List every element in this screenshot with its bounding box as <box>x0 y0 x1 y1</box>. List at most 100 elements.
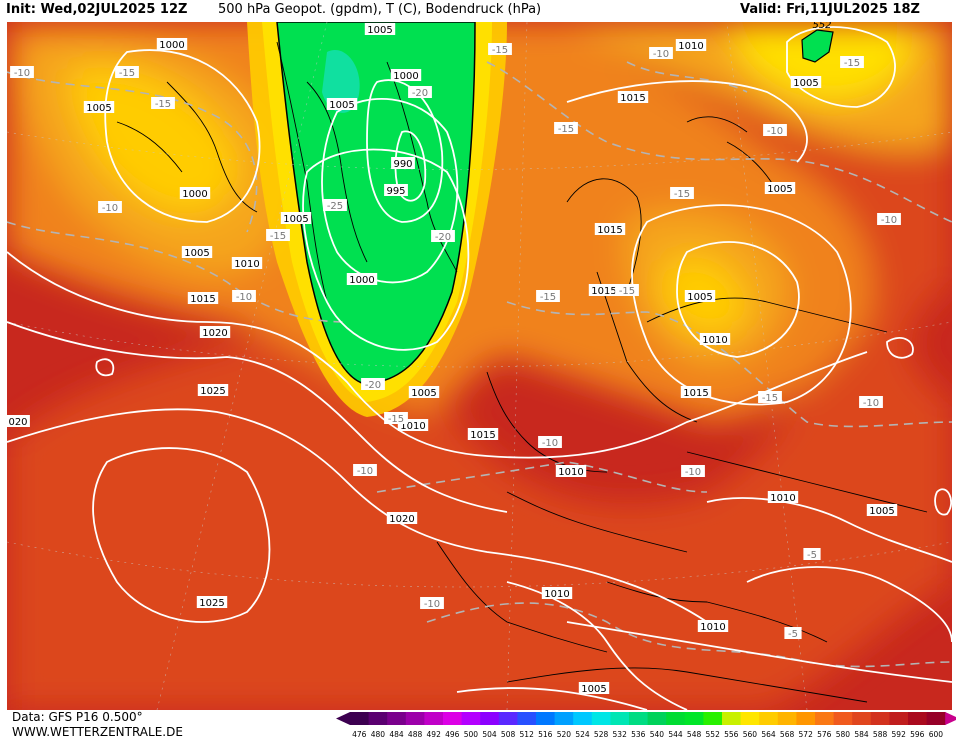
temperature-label-text: -10 <box>685 467 701 478</box>
temperature-label-text: -10 <box>14 68 30 79</box>
pressure-label: 1005 <box>326 98 358 111</box>
legend-value-label: 504 <box>482 730 497 739</box>
legend-swatch <box>405 712 425 725</box>
pressure-label: 1005 <box>181 246 213 259</box>
temperature-label: -15 <box>840 56 864 69</box>
pressure-label: 1015 <box>187 292 219 305</box>
temperature-label: -10 <box>859 396 883 409</box>
grid-lines <box>7 22 952 710</box>
legend-value-label: 600 <box>929 730 944 739</box>
legend-value-label: 552 <box>706 730 721 739</box>
temperature-label: -10 <box>649 47 673 60</box>
legend-value-label: 560 <box>743 730 758 739</box>
legend-value-label: 568 <box>780 730 795 739</box>
legend-swatch <box>591 712 611 725</box>
legend-value-label: 488 <box>408 730 423 739</box>
pressure-label: 1025 <box>196 596 228 609</box>
data-source: Data: GFS P16 0.500° <box>12 710 143 724</box>
pressure-label-text: 1010 <box>234 259 259 270</box>
pressure-label: 1000 <box>156 38 188 51</box>
pressure-label-text: 1000 <box>393 71 418 82</box>
temperature-label-text: -20 <box>365 380 381 391</box>
temperature-label-text: -10 <box>357 466 373 477</box>
legend-value-label: 536 <box>631 730 646 739</box>
pressure-label-text: 1015 <box>683 388 708 399</box>
temperature-label: -15 <box>615 284 639 297</box>
pressure-label-text: 1005 <box>411 388 436 399</box>
legend-value-label: 496 <box>445 730 460 739</box>
legend-value-label: 500 <box>464 730 479 739</box>
legend-value-label: 480 <box>371 730 386 739</box>
legend-swatch <box>461 712 481 725</box>
pressure-label: 1005 <box>408 386 440 399</box>
pressure-label-text: 1005 <box>367 25 392 36</box>
legend-value-label: 492 <box>427 730 442 739</box>
temperature-label-text: -15 <box>762 393 778 404</box>
pressure-label-text: 1005 <box>767 184 792 195</box>
pressure-label-text: 1005 <box>329 100 354 111</box>
pressure-label: 1005 <box>280 212 312 225</box>
pressure-label-text: 1020 <box>389 514 414 525</box>
temperature-label-text: -15 <box>388 414 404 425</box>
legend-swatch <box>629 712 649 725</box>
pressure-label: 990 <box>391 157 415 170</box>
pressure-label-text: 1005 <box>869 506 894 517</box>
pressure-label-text: 1005 <box>793 78 818 89</box>
temperature-label-text: -25 <box>327 201 343 212</box>
temperature-label-text: -20 <box>412 88 428 99</box>
legend-swatch <box>443 712 463 725</box>
temperature-label: -15 <box>758 391 782 404</box>
pressure-isobars <box>7 26 952 710</box>
pressure-label: 1000 <box>179 187 211 200</box>
legend-value-label: 596 <box>910 730 925 739</box>
legend-value-label: 508 <box>501 730 516 739</box>
pressure-label: 1010 <box>675 39 707 52</box>
pressure-label: 1010 <box>767 491 799 504</box>
temperature-label: -20 <box>431 230 455 243</box>
legend-value-label: 584 <box>854 730 869 739</box>
pressure-label: 1005 <box>364 23 396 36</box>
temperature-label: -10 <box>98 201 122 214</box>
temperature-label: -20 <box>408 86 432 99</box>
pressure-label-text: 1000 <box>349 275 374 286</box>
legend-value-label: 548 <box>687 730 702 739</box>
temperature-label-text: -10 <box>236 292 252 303</box>
legend-value-label: 556 <box>724 730 739 739</box>
legend-value-label: 576 <box>817 730 832 739</box>
pressure-label-text: 1010 <box>678 41 703 52</box>
legend-value-label: 564 <box>761 730 776 739</box>
legend-value-label: 540 <box>650 730 665 739</box>
pressure-label: 1005 <box>790 76 822 89</box>
legend-swatch <box>666 712 686 725</box>
pressure-label: 1005 <box>578 682 610 695</box>
pressure-label-text: 1000 <box>182 189 207 200</box>
pressure-label: 1025 <box>197 384 229 397</box>
pressure-label: 1010 <box>231 257 263 270</box>
pressure-label-text: 990 <box>393 159 412 170</box>
temperature-label-text: -5 <box>788 629 798 640</box>
temperature-label-text: -15 <box>558 124 574 135</box>
legend-swatch <box>740 712 760 725</box>
legend-max-arrow <box>945 712 956 725</box>
legend-swatch <box>536 712 556 725</box>
legend-swatch <box>777 712 797 725</box>
legend-swatch <box>424 712 444 725</box>
pressure-label-text: 1010 <box>544 589 569 600</box>
legend-value-label: 592 <box>892 730 907 739</box>
pressure-label-text: 1020 <box>202 328 227 339</box>
temperature-label: -10 <box>232 290 256 303</box>
legend-value-label: 524 <box>575 730 590 739</box>
temperature-label: -10 <box>681 465 705 478</box>
legend-swatch <box>573 712 593 725</box>
pressure-label-text: 1005 <box>184 248 209 259</box>
temperature-label-text: -15 <box>492 45 508 56</box>
temperature-label-text: -10 <box>424 599 440 610</box>
pressure-label-text: 020 <box>8 417 27 428</box>
temperature-label-text: -15 <box>270 231 286 242</box>
pressure-label: 1010 <box>555 465 587 478</box>
legend-swatch <box>498 712 518 725</box>
temperature-label-text: -15 <box>844 58 860 69</box>
pressure-label-text: 1025 <box>199 598 224 609</box>
temperature-label-text: -20 <box>435 232 451 243</box>
legend-swatch <box>647 712 667 725</box>
